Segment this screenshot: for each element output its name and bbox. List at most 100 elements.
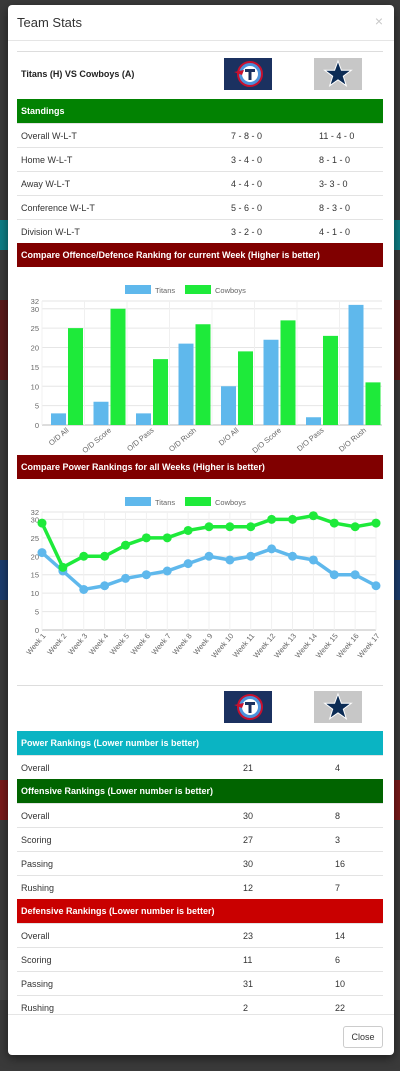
data-point[interactable] [350, 522, 360, 532]
titans-logo [224, 691, 272, 723]
cowboys-value: 22 [335, 1003, 346, 1013]
bar[interactable] [323, 335, 338, 425]
data-point[interactable] [141, 570, 151, 580]
table-row: Away W-L-T 4 - 4 - 0 3- 3 - 0 [17, 171, 383, 195]
titans-value: 23 [243, 931, 254, 941]
legend-swatch[interactable] [125, 285, 151, 294]
data-point[interactable] [204, 551, 214, 561]
row-label: Rushing [21, 883, 55, 893]
matchup-header: Titans (H) VS Cowboys (A) [17, 51, 383, 99]
bar[interactable] [68, 328, 83, 425]
data-point[interactable] [162, 566, 172, 576]
modal-footer: Close [8, 1014, 394, 1055]
data-point[interactable] [267, 514, 277, 524]
y-tick-label: 0 [35, 626, 39, 635]
x-tick-label: O/D All [47, 425, 71, 447]
table-row: Home W-L-T 3 - 4 - 0 8 - 1 - 0 [17, 147, 383, 171]
y-tick-label: 15 [31, 363, 39, 372]
data-point[interactable] [246, 551, 256, 561]
bar[interactable] [221, 386, 236, 425]
matchup-logos [17, 685, 383, 731]
bar[interactable] [280, 320, 296, 425]
data-point[interactable] [267, 544, 277, 554]
y-tick-label: 20 [31, 344, 39, 353]
table-row: Scoring 11 6 [17, 947, 383, 971]
close-button[interactable]: Close [343, 1026, 383, 1048]
bar[interactable] [153, 359, 168, 425]
titans-value: 27 [243, 835, 254, 845]
titans-value: 7 - 8 - 0 [231, 131, 263, 141]
bar[interactable] [51, 413, 66, 425]
row-label: Passing [21, 979, 54, 989]
cowboys-value: 3- 3 - 0 [319, 179, 348, 189]
data-point[interactable] [288, 514, 297, 524]
team-stats-modal: Team Stats × Titans (H) VS Cowboys (A) [8, 5, 394, 1055]
data-point[interactable] [225, 522, 235, 532]
cowboys-star-logo [314, 691, 362, 723]
data-point[interactable] [329, 570, 339, 580]
x-tick-label: Week 3 [66, 632, 89, 657]
data-point[interactable] [308, 511, 318, 521]
data-point[interactable] [121, 540, 130, 550]
legend-label[interactable]: Cowboys [215, 286, 246, 295]
legend-swatch[interactable] [125, 497, 151, 506]
table-row: Overall 30 8 [17, 803, 383, 827]
legend-swatch[interactable] [185, 497, 211, 506]
legend-label[interactable]: Cowboys [215, 498, 246, 507]
row-label: Home W-L-T [21, 155, 73, 165]
x-tick-label: Week 2 [45, 632, 68, 657]
titans-value: 4 - 4 - 0 [231, 179, 263, 189]
legend-label[interactable]: Titans [155, 286, 175, 295]
y-tick-label: 5 [35, 608, 39, 617]
table-row: Rushing 2 22 [17, 995, 383, 1019]
data-point[interactable] [79, 584, 89, 594]
data-point[interactable] [246, 522, 256, 532]
legend-label[interactable]: Titans [155, 498, 175, 507]
bar[interactable] [263, 339, 279, 425]
data-point[interactable] [329, 518, 339, 528]
bar[interactable] [365, 382, 381, 425]
y-tick-label: 10 [31, 589, 39, 598]
offensive-rankings-header: Offensive Rankings (Lower number is bett… [17, 779, 383, 803]
legend-swatch[interactable] [185, 285, 211, 294]
data-point[interactable] [288, 551, 297, 561]
data-point[interactable] [204, 522, 214, 532]
power-ranking-weeks-header: Compare Power Rankings for all Weeks (Hi… [17, 455, 383, 479]
data-point[interactable] [79, 551, 89, 561]
data-point[interactable] [350, 570, 360, 580]
data-point[interactable] [58, 562, 68, 572]
row-label: Scoring [21, 955, 52, 965]
y-tick-label: 5 [35, 402, 39, 411]
data-point[interactable] [371, 518, 381, 528]
data-point[interactable] [308, 555, 318, 565]
data-point[interactable] [371, 581, 381, 591]
bar[interactable] [136, 413, 151, 425]
bar[interactable] [306, 417, 321, 425]
table-row: Conference W-L-T 5 - 6 - 0 8 - 3 - 0 [17, 195, 383, 219]
data-point[interactable] [183, 525, 193, 535]
power-rankings-header: Power Rankings (Lower number is better) [17, 731, 383, 755]
bar[interactable] [93, 401, 109, 425]
bar[interactable] [110, 308, 126, 425]
bar[interactable] [195, 324, 211, 425]
data-point[interactable] [37, 518, 47, 528]
data-point[interactable] [183, 559, 193, 569]
y-tick-label: 30 [31, 515, 39, 524]
x-tick-label: Week 17 [356, 632, 382, 660]
data-point[interactable] [225, 555, 235, 565]
table-row: Overall 23 14 [17, 923, 383, 947]
bar[interactable] [178, 343, 194, 425]
y-tick-label: 20 [31, 552, 39, 561]
close-icon[interactable]: × [374, 13, 383, 29]
data-point[interactable] [141, 533, 151, 543]
x-tick-label: D/O All [217, 425, 241, 447]
x-tick-label: Week 10 [210, 632, 236, 660]
data-point[interactable] [162, 533, 172, 543]
bar[interactable] [348, 304, 364, 425]
data-point[interactable] [100, 551, 110, 561]
data-point[interactable] [100, 581, 110, 591]
bar[interactable] [238, 351, 253, 425]
data-point[interactable] [37, 548, 47, 558]
data-point[interactable] [121, 573, 130, 583]
